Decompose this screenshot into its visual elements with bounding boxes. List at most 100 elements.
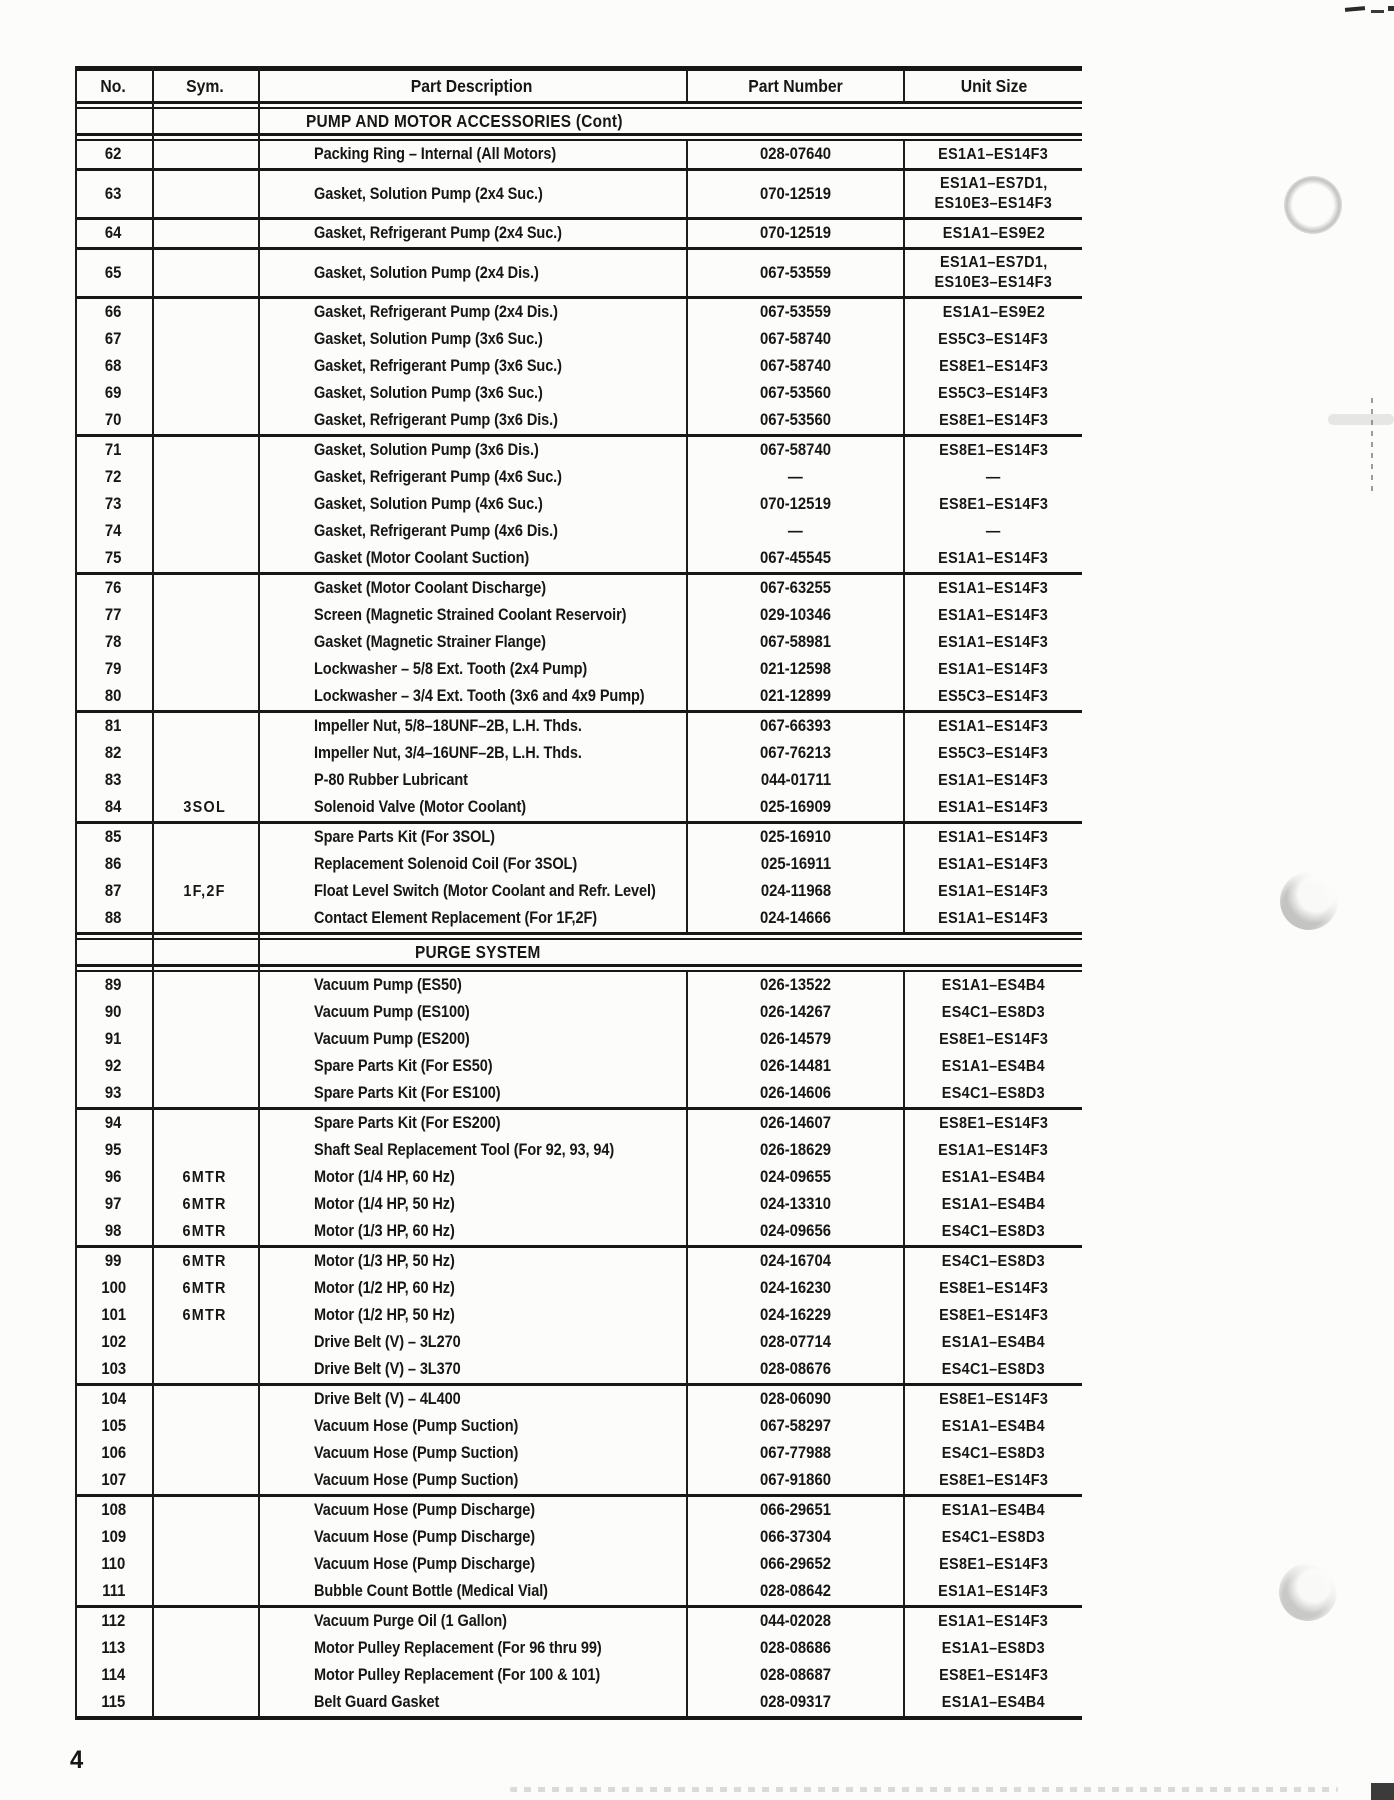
row-partnumber-cell: 026-14607: [688, 1110, 905, 1137]
column-header-part-description: Part Description: [258, 71, 688, 101]
row-unitsize-cell: ES1A1–ES4B4: [905, 1497, 1082, 1524]
row-partnumber-cell: 024-16230: [688, 1275, 905, 1302]
row-number: 108: [101, 1501, 126, 1519]
scan-bottom-streak: [510, 1787, 1338, 1792]
row-description: Gasket (Magnetic Strainer Flange): [314, 633, 546, 651]
row-number: 71: [105, 441, 122, 459]
unit-size-line: —: [986, 468, 1001, 486]
row-description-cell: Contact Element Replacement (For 1F,2F): [258, 905, 688, 932]
row-partnumber: 028-07714: [759, 1333, 832, 1351]
row-partnumber: 024-11968: [760, 882, 831, 900]
row-description: Impeller Nut, 5/8–18UNF–2B, L.H. Thds.: [314, 717, 582, 735]
row-unitsize-cell: ES1A1–ES9E2: [905, 220, 1082, 247]
row-unitsize-cell: ES1A1–ES9E2: [905, 299, 1082, 326]
row-sym-cell: [152, 767, 258, 794]
table-row: 100 6MTR Motor (1/2 HP, 60 Hz) 024-16230…: [75, 1275, 1082, 1302]
row-description: Impeller Nut, 3/4–16UNF–2B, L.H. Thds.: [314, 744, 582, 762]
row-partnumber: 024-16230: [759, 1279, 832, 1297]
row-partnumber-cell: 070-12519: [688, 171, 905, 217]
row-number-cell: 70: [75, 407, 152, 434]
row-partnumber: 067-53560: [759, 384, 832, 402]
row-partnumber-cell: 026-13522: [688, 972, 905, 999]
table-row: 99 6MTR Motor (1/3 HP, 50 Hz) 024-16704 …: [75, 1248, 1082, 1275]
table-row: 73 Gasket, Solution Pump (4x6 Suc.) 070-…: [75, 491, 1082, 518]
row-number-cell: 112: [75, 1608, 152, 1635]
row-unitsize-cell: ES5C3–ES14F3: [905, 380, 1082, 407]
unit-size-line: ES4C1–ES8D3: [941, 1084, 1046, 1102]
section-header-spacer: [688, 940, 1082, 964]
row-unitsize-cell: ES1A1–ES7D1, ES10E3–ES14F3: [905, 250, 1082, 296]
row-partnumber: 067-53559: [759, 263, 832, 282]
table-left-border: [75, 66, 77, 1720]
table-row: 89 Vacuum Pump (ES50) 026-13522 ES1A1–ES…: [75, 972, 1082, 999]
unit-size-line: ES4C1–ES8D3: [941, 1222, 1046, 1240]
row-description-cell: Spare Parts Kit (For ES200): [258, 1110, 688, 1137]
row-number-cell: 111: [75, 1578, 152, 1605]
column-header-no: No.: [100, 75, 127, 96]
table-row: 82 Impeller Nut, 3/4–16UNF–2B, L.H. Thds…: [75, 740, 1082, 767]
row-sym-cell: [152, 1662, 258, 1689]
row-partnumber-cell: 028-07640: [688, 141, 905, 168]
row-partnumber: 044-01711: [760, 771, 831, 789]
row-sym-cell: [152, 602, 258, 629]
row-partnumber-cell: 028-08687: [688, 1662, 905, 1689]
row-number: 82: [105, 744, 122, 762]
row-unitsize-cell: ES1A1–ES14F3: [905, 545, 1082, 572]
unit-size-line: —: [986, 522, 1001, 540]
table-row: 83 P-80 Rubber Lubricant 044-01711 ES1A1…: [75, 767, 1082, 794]
row-sym-cell: [152, 1356, 258, 1383]
row-description-cell: Gasket, Solution Pump (4x6 Suc.): [258, 491, 688, 518]
row-unitsize-cell: ES4C1–ES8D3: [905, 1248, 1082, 1275]
row-partnumber: 067-58740: [759, 441, 832, 459]
row-number: 99: [105, 1252, 122, 1270]
row-unitsize-cell: ES5C3–ES14F3: [905, 683, 1082, 710]
table-row: 70 Gasket, Refrigerant Pump (3x6 Dis.) 0…: [75, 407, 1082, 434]
unit-size-line: ES8E1–ES14F3: [938, 495, 1049, 513]
table-row: 66 Gasket, Refrigerant Pump (2x4 Dis.) 0…: [75, 299, 1082, 326]
row-sym: 6MTR: [182, 1279, 228, 1297]
unit-size-line: ES4C1–ES8D3: [941, 1003, 1046, 1021]
row-description: Lockwasher – 5/8 Ext. Tooth (2x4 Pump): [314, 660, 588, 678]
row-number-cell: 79: [75, 656, 152, 683]
row-description-cell: Shaft Seal Replacement Tool (For 92, 93,…: [258, 1137, 688, 1164]
row-unitsize-cell: ES4C1–ES8D3: [905, 1524, 1082, 1551]
row-partnumber: 028-09317: [759, 1693, 832, 1711]
row-unitsize-cell: ES1A1–ES14F3: [905, 1608, 1082, 1635]
row-number-cell: 63: [75, 171, 152, 217]
row-unitsize-cell: ES1A1–ES14F3: [905, 905, 1082, 932]
section-double-rule: [75, 964, 1082, 972]
row-description: Motor Pulley Replacement (For 100 & 101): [314, 1666, 601, 1684]
table-row: 78 Gasket (Magnetic Strainer Flange) 067…: [75, 629, 1082, 656]
row-group: 63 Gasket, Solution Pump (2x4 Suc.) 070-…: [75, 168, 1082, 217]
row-number-cell: 82: [75, 740, 152, 767]
row-number-cell: 108: [75, 1497, 152, 1524]
row-number-cell: 109: [75, 1524, 152, 1551]
row-partnumber-cell: 067-45545: [688, 545, 905, 572]
row-number: 105: [101, 1417, 126, 1435]
row-unitsize-cell: ES8E1–ES14F3: [905, 1467, 1082, 1494]
table-row: 62 Packing Ring – Internal (All Motors) …: [75, 141, 1082, 168]
row-description: Vacuum Hose (Pump Suction): [314, 1444, 519, 1462]
column-divider-no-sym: [152, 66, 154, 1720]
unit-size-line: ES1A1–ES14F3: [938, 145, 1049, 163]
section-title: PURGE SYSTEM: [414, 941, 541, 962]
row-number: 73: [105, 495, 122, 513]
unit-size-line: ES5C3–ES14F3: [938, 744, 1049, 762]
row-description-cell: Gasket, Solution Pump (3x6 Suc.): [258, 326, 688, 353]
row-sym-cell: [152, 464, 258, 491]
row-unitsize-cell: ES8E1–ES14F3: [905, 407, 1082, 434]
row-number: 115: [101, 1693, 126, 1711]
table-row: 90 Vacuum Pump (ES100) 026-14267 ES4C1–E…: [75, 999, 1082, 1026]
row-unitsize-cell: —: [905, 518, 1082, 545]
row-description-cell: Spare Parts Kit (For ES50): [258, 1053, 688, 1080]
row-sym: 6MTR: [182, 1195, 228, 1213]
row-number: 64: [105, 224, 122, 242]
row-partnumber-cell: 067-53560: [688, 380, 905, 407]
row-description-cell: Impeller Nut, 5/8–18UNF–2B, L.H. Thds.: [258, 713, 688, 740]
row-group: 71 Gasket, Solution Pump (3x6 Dis.) 067-…: [75, 434, 1082, 572]
row-number-cell: 77: [75, 602, 152, 629]
row-number: 72: [105, 468, 122, 486]
row-number: 101: [101, 1306, 126, 1324]
row-sym-cell: 6MTR: [152, 1275, 258, 1302]
row-partnumber: 067-63255: [759, 579, 832, 597]
